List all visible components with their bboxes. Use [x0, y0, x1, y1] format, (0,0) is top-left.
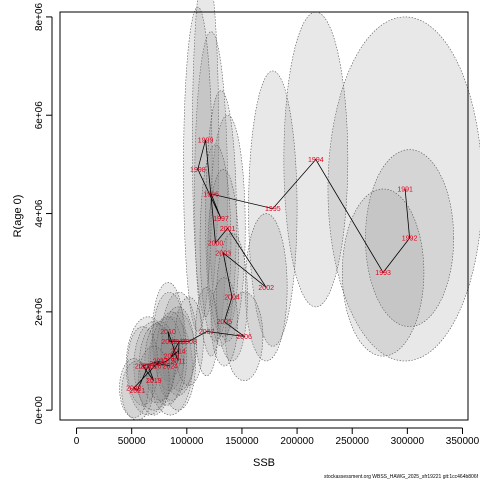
confidence-ellipses — [119, 0, 480, 421]
ellipse-1991 — [327, 16, 480, 362]
y-tick-label: 6e+06 — [34, 101, 45, 130]
year-label-2002: 2002 — [258, 285, 274, 292]
year-label-2016: 2016 — [146, 363, 162, 370]
year-label-1998: 1998 — [190, 167, 206, 174]
year-label-2001: 2001 — [220, 226, 236, 233]
year-label-2022: 2022 — [126, 386, 142, 393]
year-label-1991: 1991 — [397, 186, 413, 193]
x-tick-label: 0 — [74, 436, 80, 447]
trajectory-polyline — [133, 139, 411, 392]
year-label-2007: 2007 — [199, 329, 215, 336]
y-tick-label: 0e+00 — [34, 396, 45, 425]
y-axis: 0e+00 2e+06 4e+06 6e+06 8e+06 — [34, 2, 53, 425]
year-label-2015: 2015 — [159, 359, 175, 366]
plot-frame — [59, 11, 469, 421]
year-label-2017: 2017 — [153, 359, 169, 366]
y-tick-label: 2e+06 — [34, 297, 45, 326]
year-label-2012: 2012 — [171, 339, 187, 346]
year-labels: 1991 1992 1993 1994 1995 1996 1997 1998 1999 2000… — [126, 137, 417, 395]
year-label-2004: 2004 — [224, 295, 240, 302]
year-label-2000: 2000 — [208, 241, 224, 248]
year-label-1994: 1994 — [308, 157, 324, 164]
x-tick-label: 150000 — [225, 436, 259, 447]
year-label-2018: 2018 — [135, 363, 151, 370]
footer-source: stockassessment.org WBSS_HAWG_2025_sfr19… — [324, 474, 479, 480]
ellipse-1999 — [192, 0, 220, 318]
year-label-2019: 2019 — [146, 378, 162, 385]
year-label-2008: 2008 — [181, 339, 197, 346]
x-tick-label: 100000 — [170, 436, 204, 447]
trajectory-line — [133, 139, 411, 392]
year-label-2013: 2013 — [164, 354, 180, 361]
x-axis-title: SSB — [253, 457, 275, 469]
year-label-1997: 1997 — [213, 216, 229, 223]
year-label-2005: 2005 — [217, 319, 233, 326]
year-label-2006: 2006 — [236, 334, 252, 341]
x-tick-label: 250000 — [336, 436, 370, 447]
year-label-2009: 2009 — [161, 339, 177, 346]
year-label-1995: 1995 — [265, 206, 281, 213]
year-label-2021: 2021 — [129, 388, 145, 395]
y-tick-label: 4e+06 — [34, 199, 45, 228]
year-label-1996: 1996 — [203, 191, 219, 198]
year-label-2011: 2011 — [170, 359, 185, 366]
x-tick-label: 50000 — [118, 436, 146, 447]
year-label-2023: 2023 — [149, 361, 165, 368]
year-label-1993: 1993 — [375, 270, 391, 277]
year-label-2014: 2014 — [170, 349, 186, 356]
year-label-2003: 2003 — [215, 250, 231, 257]
y-axis-title: R(age 0) — [12, 195, 24, 238]
year-label-2010: 2010 — [160, 329, 176, 336]
x-tick-label: 350000 — [446, 436, 480, 447]
x-tick-label: 300000 — [391, 436, 425, 447]
y-tick-label: 8e+06 — [34, 2, 45, 31]
year-label-1992: 1992 — [402, 236, 418, 243]
x-axis: 0 50000 100000 150000 200000 250000 300000 3500… — [74, 427, 480, 447]
year-label-2024: 2024 — [162, 363, 178, 370]
year-label-2020: 2020 — [140, 363, 156, 370]
x-tick-label: 200000 — [280, 436, 314, 447]
year-label-1999: 1999 — [198, 137, 214, 144]
